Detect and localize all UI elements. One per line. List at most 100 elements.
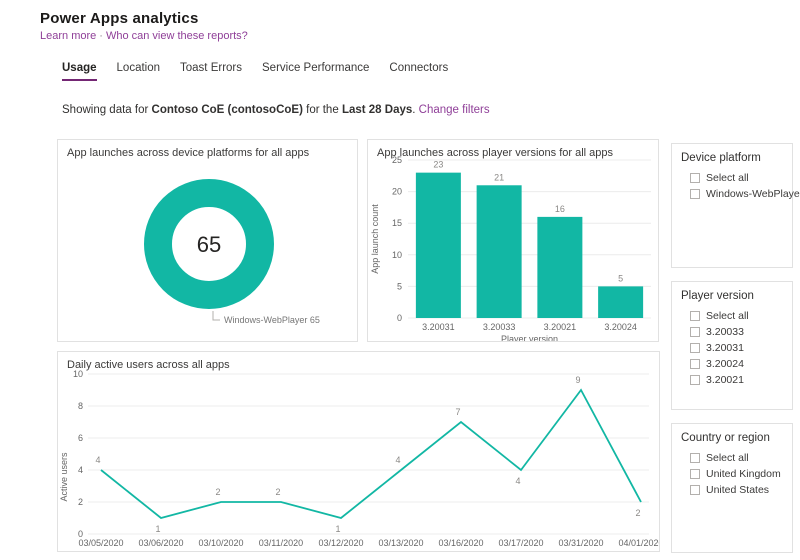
who-can-view-link[interactable]: Who can view these reports?	[105, 30, 248, 42]
filter-option-windows-webplayer[interactable]: Windows-WebPlayer	[690, 188, 800, 200]
bar-chart-title: App launches across player versions for …	[377, 147, 614, 159]
x-tick-label: 04/01/2020	[618, 538, 659, 548]
checkbox-icon[interactable]	[690, 327, 700, 337]
x-axis-title: Aggregation Date	[333, 550, 403, 551]
y-tick-label: 2	[78, 497, 83, 507]
data-point[interactable]	[518, 467, 524, 473]
filter-option-label: United States	[706, 484, 770, 496]
filter-panel-title: Country or region	[681, 432, 770, 444]
checkbox-icon[interactable]	[690, 469, 700, 479]
link-separator: ·	[99, 30, 103, 42]
filter-panel-title: Player version	[681, 290, 754, 302]
filter-option-3-20033[interactable]: 3.20033	[690, 326, 792, 338]
header-links: Learn more · Who can view these reports?	[40, 30, 248, 42]
filter-scope: Contoso CoE (contosoCoE)	[151, 104, 303, 116]
x-tick-label: 03/10/2020	[198, 538, 243, 548]
filter-option-united-kingdom[interactable]: United Kingdom	[690, 468, 792, 480]
bar[interactable]	[598, 286, 644, 318]
filter-option-select-all[interactable]: Select all	[690, 172, 792, 184]
y-tick-label: 4	[78, 465, 83, 475]
x-axis-title: Player version	[501, 334, 558, 341]
filter-option-3-20031[interactable]: 3.20031	[690, 342, 792, 354]
bar-value-label: 5	[618, 273, 623, 283]
donut-chart-card: App launches across device platforms for…	[57, 139, 358, 342]
data-point[interactable]	[458, 419, 464, 425]
point-value-label: 1	[155, 524, 160, 534]
data-point[interactable]	[278, 499, 284, 505]
learn-more-link[interactable]: Learn more	[40, 30, 97, 42]
line-chart-svg: 0 2 4 6 8 10 4 03/05/2020 1 03/06/2020 2 03/10/2020…	[59, 369, 659, 551]
checkbox-icon[interactable]	[690, 311, 700, 321]
y-tick-label: 25	[392, 155, 402, 165]
filter-option-label: 3.20021	[706, 374, 744, 386]
x-tick-label: 3.20031	[422, 322, 455, 332]
checkbox-icon[interactable]	[690, 189, 700, 199]
y-axis-title: App launch count	[370, 204, 380, 274]
filter-option-3-20021[interactable]: 3.20021	[690, 374, 792, 386]
checkbox-icon[interactable]	[690, 375, 700, 385]
data-point[interactable]	[98, 467, 104, 473]
filter-panel-player-version: Player version Select all 3.20033 3.20031 3…	[671, 281, 793, 410]
tab-bar: Usage Location Toast Errors Service Perform…	[62, 62, 448, 81]
line-series	[100, 388, 642, 519]
filter-option-label: Select all	[706, 310, 749, 322]
data-point[interactable]	[398, 467, 404, 473]
filter-option-label: 3.20031	[706, 342, 744, 354]
bar-value-label: 21	[494, 172, 504, 182]
filter-option-3-20024[interactable]: 3.20024	[690, 358, 792, 370]
data-point[interactable]	[158, 515, 164, 521]
bar-value-label: 16	[555, 204, 565, 214]
line-chart-title: Daily active users across all apps	[67, 359, 230, 371]
bar[interactable]	[476, 185, 522, 318]
checkbox-icon[interactable]	[690, 485, 700, 495]
bar[interactable]	[415, 172, 461, 318]
filter-option-list: Select all 3.20033 3.20031 3.20024 3.20021	[690, 310, 792, 386]
filter-panel-device-platform: Device platform Select all Windows-WebPla…	[671, 143, 800, 268]
filter-panel-country-region: Country or region Select all United Kingd…	[671, 423, 793, 553]
tab-location[interactable]: Location	[116, 62, 161, 74]
checkbox-icon[interactable]	[690, 453, 700, 463]
donut-chart: 65 Windows-WebPlayer 65	[144, 179, 320, 325]
point-value-label: 2	[635, 508, 640, 518]
y-tick-label: 10	[392, 250, 402, 260]
filter-option-label: 3.20024	[706, 358, 744, 370]
point-value-label: 2	[215, 487, 220, 497]
point-value-label: 9	[575, 375, 580, 385]
checkbox-icon[interactable]	[690, 359, 700, 369]
tab-toast-errors[interactable]: Toast Errors	[180, 62, 243, 74]
bar-chart-card: App launches across player versions for …	[367, 139, 659, 342]
filter-option-united-states[interactable]: United States	[690, 484, 792, 496]
y-tick-label: 15	[392, 218, 402, 228]
filter-summary: Showing data for Contoso CoE (contosoCoE…	[62, 104, 490, 116]
tab-connectors[interactable]: Connectors	[389, 62, 449, 74]
y-tick-label: 5	[397, 281, 402, 291]
tab-usage[interactable]: Usage	[62, 62, 97, 81]
bar[interactable]	[537, 216, 583, 318]
x-tick-label: 03/12/2020	[318, 538, 363, 548]
y-tick-label: 10	[73, 369, 83, 379]
y-tick-label: 0	[78, 529, 83, 539]
filter-summary-prefix: Showing data for	[62, 104, 149, 116]
tab-service-performance[interactable]: Service Performance	[262, 62, 370, 74]
x-tick-label: 03/17/2020	[498, 538, 543, 548]
point-value-label: 4	[95, 455, 100, 465]
filter-option-label: Select all	[706, 452, 749, 464]
data-point[interactable]	[638, 499, 644, 505]
checkbox-icon[interactable]	[690, 343, 700, 353]
x-tick-label: 3.20024	[604, 322, 637, 332]
data-point[interactable]	[218, 499, 224, 505]
filter-panel-title: Device platform	[681, 152, 761, 164]
checkbox-icon[interactable]	[690, 173, 700, 183]
filter-summary-period: .	[412, 104, 416, 116]
data-point[interactable]	[578, 387, 584, 393]
bar-value-label: 23	[433, 160, 443, 170]
donut-ring-slice[interactable]	[144, 179, 274, 309]
x-tick-label: 03/06/2020	[138, 538, 183, 548]
change-filters-link[interactable]: Change filters	[418, 104, 490, 116]
x-tick-label: 03/16/2020	[438, 538, 483, 548]
filter-option-select-all[interactable]: Select all	[690, 452, 792, 464]
point-value-label: 2	[275, 487, 280, 497]
filter-option-label: 3.20033	[706, 326, 744, 338]
filter-option-select-all[interactable]: Select all	[690, 310, 792, 322]
data-point[interactable]	[338, 515, 344, 521]
